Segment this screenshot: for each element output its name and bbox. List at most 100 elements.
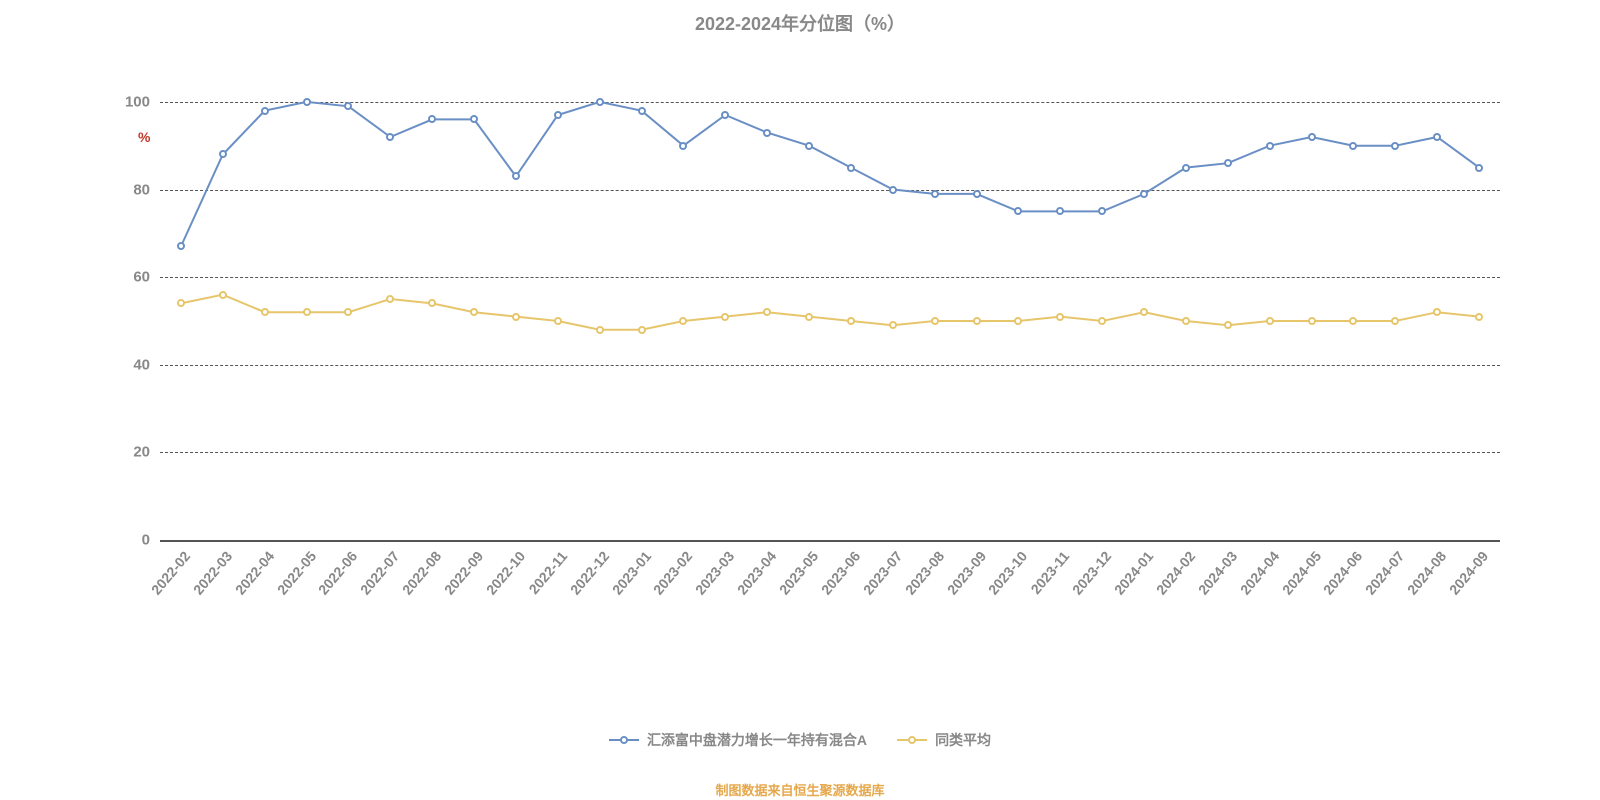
data-point [1014,207,1022,215]
ytick-label: 100 [125,93,160,110]
data-point [1475,164,1483,172]
data-point [1140,190,1148,198]
legend-swatch [609,735,639,745]
data-point [1266,317,1274,325]
data-point [1056,313,1064,321]
xtick-label: 2023-08 [902,548,947,598]
xtick-label: 2022-10 [483,548,528,598]
xtick-label: 2024-07 [1362,548,1407,598]
data-point [1349,317,1357,325]
data-point [1224,159,1232,167]
legend-swatch [897,735,927,745]
data-point [763,308,771,316]
data-point [554,317,562,325]
xtick-label: 2024-05 [1279,548,1324,598]
data-point [638,107,646,115]
legend-item: 汇添富中盘潜力增长一年持有混合A [609,730,867,750]
data-point [805,313,813,321]
data-point [596,326,604,334]
xtick-label: 2022-02 [148,548,193,598]
data-point [1308,133,1316,141]
ytick-label: 40 [133,356,160,373]
data-point [470,115,478,123]
data-point [596,98,604,106]
xtick-label: 2022-11 [525,548,570,597]
legend: 汇添富中盘潜力增长一年持有混合A 同类平均 [0,730,1600,750]
series-line [181,295,1479,330]
data-point [931,190,939,198]
data-point [973,317,981,325]
xtick-label: 2023-05 [776,548,821,598]
data-point [1098,317,1106,325]
legend-item: 同类平均 [897,730,991,750]
data-point [847,317,855,325]
data-point [344,308,352,316]
xtick-label: 2023-07 [860,548,905,598]
ytick-label: 80 [133,181,160,198]
data-point [1182,164,1190,172]
ytick-label: 20 [133,444,160,461]
xtick-label: 2022-04 [232,548,277,598]
xtick-label: 2022-08 [399,548,444,598]
data-point [386,295,394,303]
data-point [1433,133,1441,141]
xtick-label: 2024-08 [1404,548,1449,598]
data-point [1433,308,1441,316]
series-lines [160,80,1500,540]
xtick-label: 2024-06 [1320,548,1365,598]
data-point [303,308,311,316]
data-point [303,98,311,106]
data-point [1182,317,1190,325]
data-point [721,313,729,321]
data-point [721,111,729,119]
xtick-label: 2023-09 [944,548,989,598]
legend-label: 同类平均 [935,730,991,750]
xtick-label: 2022-03 [190,548,235,598]
ytick-label: 60 [133,269,160,286]
data-point [889,186,897,194]
data-point [847,164,855,172]
data-point [763,129,771,137]
chart-footer: 制图数据来自恒生聚源数据库 [0,780,1600,799]
data-point [1266,142,1274,150]
xtick-label: 2024-09 [1446,548,1491,598]
xtick-label: 2022-09 [441,548,486,598]
xtick-label: 2022-05 [274,548,319,598]
xtick-label: 2023-10 [985,548,1030,598]
data-point [638,326,646,334]
data-point [470,308,478,316]
data-point [261,308,269,316]
data-point [219,291,227,299]
data-point [931,317,939,325]
x-axis-line [160,540,1500,542]
data-point [428,299,436,307]
data-point [428,115,436,123]
data-point [679,317,687,325]
data-point [1308,317,1316,325]
data-point [512,313,520,321]
data-point [261,107,269,115]
xtick-label: 2023-11 [1028,548,1073,597]
data-point [889,321,897,329]
xtick-label: 2024-03 [1195,548,1240,598]
data-point [1224,321,1232,329]
xtick-label: 2024-02 [1153,548,1198,598]
data-point [177,299,185,307]
xtick-label: 2023-02 [650,548,695,598]
data-point [1349,142,1357,150]
series-line [181,102,1479,247]
chart-title: 2022-2024年分位图（%） [0,10,1600,36]
data-point [1098,207,1106,215]
xtick-label: 2023-03 [692,548,737,598]
xtick-label: 2023-01 [609,548,654,598]
data-point [177,242,185,250]
ytick-label: 0 [142,532,160,549]
data-point [973,190,981,198]
data-point [1140,308,1148,316]
data-point [679,142,687,150]
data-point [219,150,227,158]
data-point [554,111,562,119]
data-point [1014,317,1022,325]
yaxis-unit-label: % [138,129,150,145]
data-point [1391,142,1399,150]
